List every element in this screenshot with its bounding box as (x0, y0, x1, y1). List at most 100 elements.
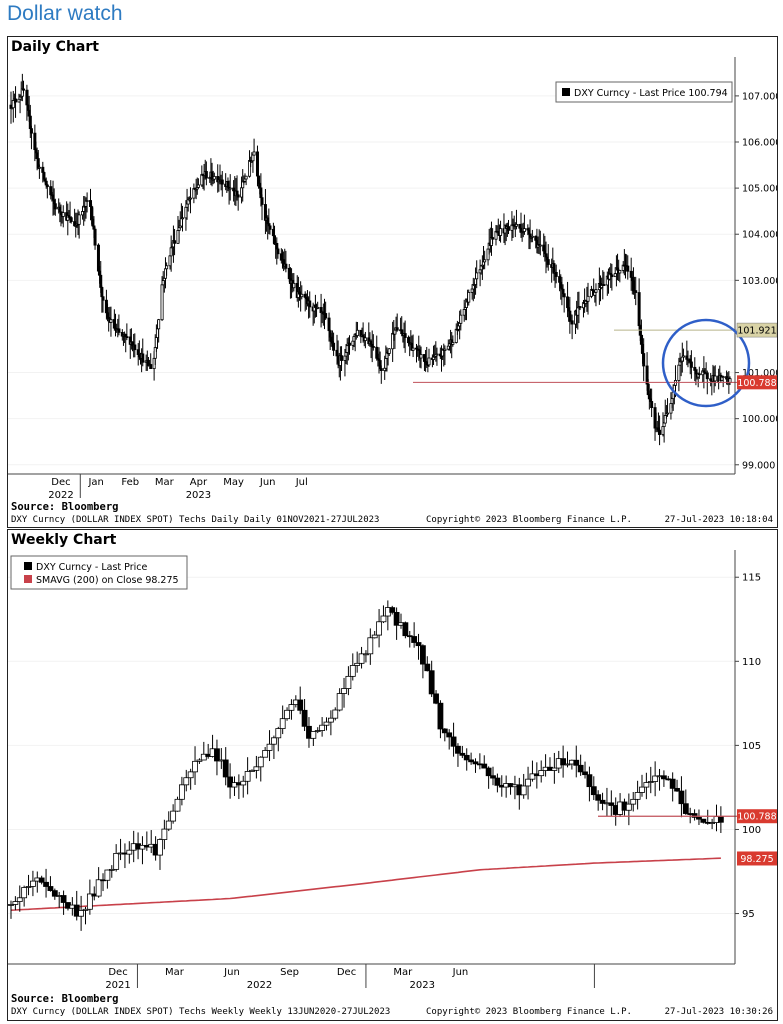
daily-chart-title: Daily Chart (11, 39, 99, 55)
candle (630, 792, 637, 812)
daily-legend-swatch (562, 88, 570, 96)
candle (279, 705, 286, 735)
candle (525, 766, 531, 800)
candle (181, 205, 185, 232)
candle (472, 758, 479, 773)
candle (126, 841, 133, 864)
candle (437, 700, 444, 739)
candle (244, 757, 251, 795)
candle (393, 607, 400, 640)
candle (380, 605, 387, 624)
candle (253, 755, 260, 779)
candle (86, 879, 93, 915)
candle (222, 747, 229, 786)
candle (165, 262, 169, 276)
candle (109, 306, 113, 337)
x-tick-label: May (223, 477, 244, 488)
candle (60, 890, 67, 915)
candle (314, 727, 321, 734)
y-tick-label: 100.000 (742, 414, 777, 425)
candle (323, 717, 330, 731)
candle (626, 255, 630, 280)
candle (481, 755, 488, 769)
candle (485, 766, 492, 789)
candle (358, 646, 365, 669)
candle (441, 728, 448, 742)
candle (590, 776, 597, 801)
candle (310, 731, 317, 746)
weekly-legend-sma: SMAVG (200) on Close 98.275 (36, 575, 179, 586)
candle (637, 278, 641, 331)
candle (451, 335, 455, 347)
candle (51, 888, 58, 900)
candle (266, 730, 273, 762)
candle (389, 605, 396, 615)
candle (551, 752, 558, 784)
candle (268, 223, 272, 235)
x-tick-label: Apr (190, 477, 208, 488)
candle (674, 779, 680, 792)
candle (643, 772, 650, 800)
candle (610, 263, 614, 291)
year-label: 2022 (247, 980, 272, 991)
candle (647, 766, 654, 794)
weekly-sma-tag: 98.275 (737, 851, 777, 866)
candle (324, 301, 328, 320)
x-tick-label: Mar (165, 967, 185, 978)
candle (446, 729, 453, 750)
page-title: Dollar watch (7, 2, 123, 25)
candle (371, 630, 378, 639)
candle (257, 756, 264, 782)
candle (8, 900, 14, 919)
candle (85, 192, 89, 213)
daily-footer-timestamp: 27-Jul-2023 10:18:04 (664, 515, 773, 525)
candle (681, 348, 685, 362)
candle (599, 792, 606, 811)
daily-source: Source: Bloomberg (11, 501, 119, 513)
candle (709, 818, 716, 830)
candle (433, 690, 439, 705)
candle (332, 707, 339, 721)
candle (104, 869, 111, 889)
candle (419, 644, 426, 679)
y-tick-label: 103.000 (742, 276, 777, 287)
candle (29, 125, 33, 150)
candle (93, 227, 97, 250)
weekly-sma-label: 98.275 (740, 854, 773, 865)
x-tick-label: Jul (295, 477, 308, 488)
candle (297, 686, 304, 715)
y-tick-label: 106.000 (742, 138, 777, 149)
candle (514, 209, 518, 230)
candle (402, 621, 409, 639)
candle (284, 707, 290, 721)
weekly-legend-swatch-sma (24, 575, 32, 583)
candle (316, 301, 320, 310)
candle (252, 138, 256, 156)
candle (25, 874, 32, 896)
candle (586, 282, 590, 315)
candle (450, 722, 457, 757)
candle (212, 172, 216, 184)
candle (125, 323, 129, 341)
candle (696, 809, 702, 825)
x-tick-label: Dec (51, 477, 70, 488)
candle (573, 745, 580, 778)
candle (411, 622, 418, 648)
x-tick-label: Jan (87, 477, 103, 488)
candle (21, 80, 25, 94)
candle (459, 309, 463, 331)
y-tick-label: 100 (742, 825, 761, 836)
candle (16, 885, 23, 912)
resistance-tag-label: 101.921 (737, 326, 776, 337)
candle (490, 766, 496, 786)
candle (376, 609, 382, 648)
y-tick-label: 107.000 (742, 91, 777, 102)
candle (308, 291, 312, 318)
candle (244, 175, 248, 186)
candle (387, 348, 391, 356)
daily-footer-copyright: Copyright© 2023 Bloomberg Finance L.P. (426, 515, 632, 525)
y-tick-label: 105 (742, 741, 761, 752)
candle (113, 844, 120, 872)
candle (415, 633, 422, 660)
candle (341, 677, 347, 708)
